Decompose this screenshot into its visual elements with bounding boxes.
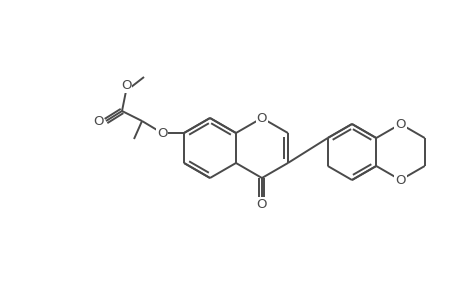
Text: O: O [394,118,405,130]
Text: O: O [93,115,103,128]
Text: O: O [394,173,405,187]
Text: O: O [256,199,267,212]
Text: O: O [256,112,267,124]
Text: O: O [157,127,167,140]
Text: O: O [121,79,131,92]
